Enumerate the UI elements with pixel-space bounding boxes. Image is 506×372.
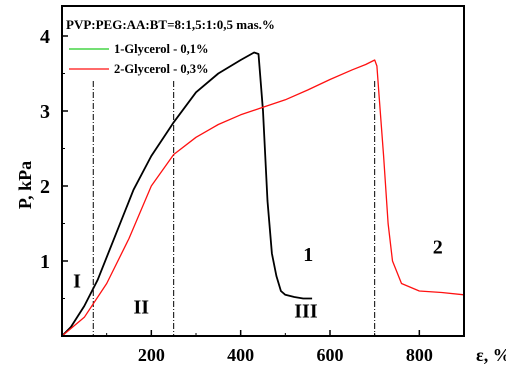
curve-label-1: 1: [303, 244, 313, 266]
x-tick-label: 600: [317, 345, 344, 365]
y-tick-label: 1: [40, 251, 50, 273]
vertical-markers: [92, 81, 376, 336]
series-line-2: [61, 59, 465, 337]
x-tick-label: 400: [227, 345, 254, 365]
x-tick-label: 800: [406, 345, 433, 365]
region-label-3: III: [294, 300, 318, 322]
y-tick-label: 3: [40, 101, 50, 123]
chart-title: PVP:PEG:AA:BT=8:1,5:1:0,5 mas.%: [66, 17, 275, 32]
y-tick-label: 4: [40, 26, 50, 48]
region-label-1: I: [73, 270, 81, 292]
series-line-1: [61, 51, 313, 337]
axis-ticks: 200 400 600 800 1 2 3 4: [40, 26, 433, 365]
plot-frame: [61, 5, 465, 337]
y-axis-label: P, kPa: [15, 161, 35, 209]
legend-label-1: 1-Glycerol - 0,1%: [114, 42, 209, 56]
curve-label-2: 2: [433, 237, 443, 259]
region-label-2: II: [133, 297, 149, 319]
x-axis-label: ε, %: [476, 345, 506, 365]
y-tick-label: 2: [40, 176, 50, 198]
series-lines: [61, 51, 465, 337]
x-tick-label: 200: [138, 345, 165, 365]
legend-label-2: 2-Glycerol - 0,3%: [114, 62, 209, 76]
legend: 1-Glycerol - 0,1% 2-Glycerol - 0,3%: [69, 42, 209, 76]
